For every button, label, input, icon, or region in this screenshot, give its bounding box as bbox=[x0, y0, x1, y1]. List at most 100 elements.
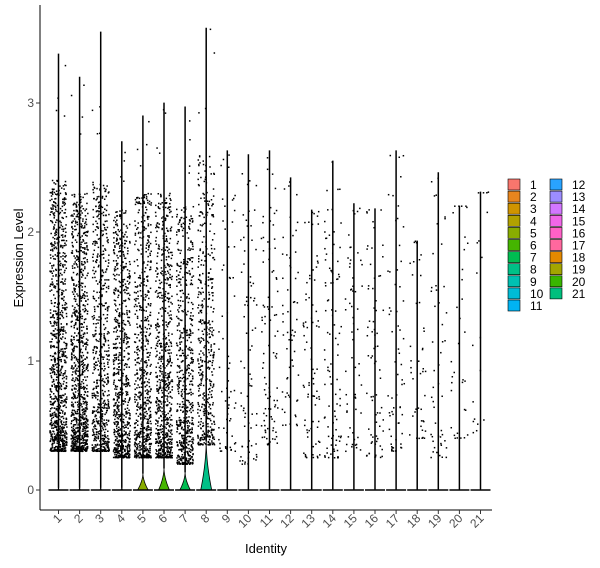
point bbox=[96, 234, 98, 236]
point bbox=[92, 421, 94, 424]
point bbox=[50, 369, 53, 371]
point bbox=[156, 329, 158, 331]
point bbox=[147, 455, 150, 458]
point bbox=[190, 332, 192, 334]
point bbox=[55, 310, 57, 313]
point bbox=[114, 435, 117, 438]
point bbox=[104, 413, 106, 416]
point bbox=[100, 430, 103, 432]
point bbox=[93, 420, 96, 423]
point bbox=[118, 416, 121, 418]
point bbox=[128, 272, 130, 275]
point bbox=[115, 211, 117, 214]
point bbox=[145, 319, 148, 322]
point bbox=[62, 236, 64, 238]
point bbox=[117, 368, 120, 371]
point bbox=[103, 405, 106, 407]
point bbox=[190, 341, 192, 344]
point bbox=[160, 367, 162, 370]
point bbox=[101, 346, 103, 349]
point bbox=[176, 441, 178, 443]
point bbox=[192, 275, 195, 277]
point bbox=[160, 272, 162, 274]
point bbox=[137, 202, 139, 205]
point bbox=[180, 249, 182, 252]
point bbox=[60, 385, 63, 388]
point bbox=[134, 442, 136, 444]
point bbox=[115, 421, 117, 423]
point bbox=[175, 315, 178, 318]
point bbox=[93, 345, 96, 348]
point bbox=[96, 385, 98, 388]
point bbox=[51, 267, 54, 269]
point bbox=[134, 285, 137, 288]
point bbox=[117, 441, 119, 443]
point bbox=[94, 308, 96, 311]
point bbox=[123, 300, 125, 302]
point bbox=[77, 441, 79, 443]
point bbox=[73, 284, 75, 286]
point bbox=[96, 433, 98, 436]
point bbox=[63, 353, 65, 356]
point bbox=[79, 236, 82, 238]
point bbox=[183, 421, 185, 424]
point bbox=[122, 454, 124, 457]
point bbox=[145, 453, 148, 456]
point bbox=[147, 456, 150, 459]
point bbox=[82, 440, 84, 442]
point bbox=[86, 235, 88, 237]
point bbox=[123, 421, 125, 424]
point bbox=[92, 420, 94, 422]
point bbox=[99, 440, 101, 442]
point bbox=[191, 445, 193, 448]
point bbox=[135, 240, 137, 242]
point bbox=[169, 310, 172, 312]
point bbox=[107, 376, 109, 378]
point bbox=[124, 291, 126, 294]
point bbox=[52, 264, 55, 267]
point bbox=[187, 334, 189, 336]
point bbox=[170, 408, 172, 410]
point bbox=[85, 409, 87, 412]
point bbox=[136, 443, 138, 445]
point bbox=[104, 317, 107, 320]
point bbox=[107, 444, 109, 446]
point bbox=[127, 383, 129, 386]
point bbox=[106, 394, 109, 397]
point bbox=[192, 248, 194, 251]
point bbox=[141, 386, 143, 388]
point bbox=[186, 329, 188, 332]
point bbox=[74, 449, 76, 452]
point bbox=[133, 449, 136, 452]
point bbox=[80, 449, 82, 452]
point bbox=[125, 366, 128, 368]
point bbox=[171, 438, 173, 440]
point bbox=[51, 366, 53, 368]
point bbox=[145, 194, 147, 196]
point bbox=[61, 293, 64, 296]
point bbox=[143, 374, 145, 377]
point bbox=[76, 448, 78, 451]
point bbox=[49, 199, 51, 202]
point bbox=[119, 394, 121, 396]
point bbox=[181, 349, 184, 352]
point bbox=[80, 336, 82, 339]
point bbox=[64, 359, 66, 362]
point bbox=[56, 416, 58, 419]
point bbox=[146, 435, 148, 438]
point bbox=[62, 427, 64, 430]
point bbox=[95, 387, 98, 389]
point bbox=[189, 283, 192, 286]
point bbox=[73, 433, 76, 436]
point bbox=[124, 336, 126, 339]
point bbox=[127, 437, 130, 439]
point bbox=[148, 244, 150, 247]
point bbox=[166, 443, 168, 445]
point bbox=[77, 419, 80, 421]
point bbox=[177, 299, 179, 302]
point bbox=[50, 433, 52, 436]
point bbox=[73, 255, 75, 257]
point bbox=[62, 283, 65, 285]
point bbox=[144, 293, 147, 296]
point bbox=[143, 447, 146, 450]
